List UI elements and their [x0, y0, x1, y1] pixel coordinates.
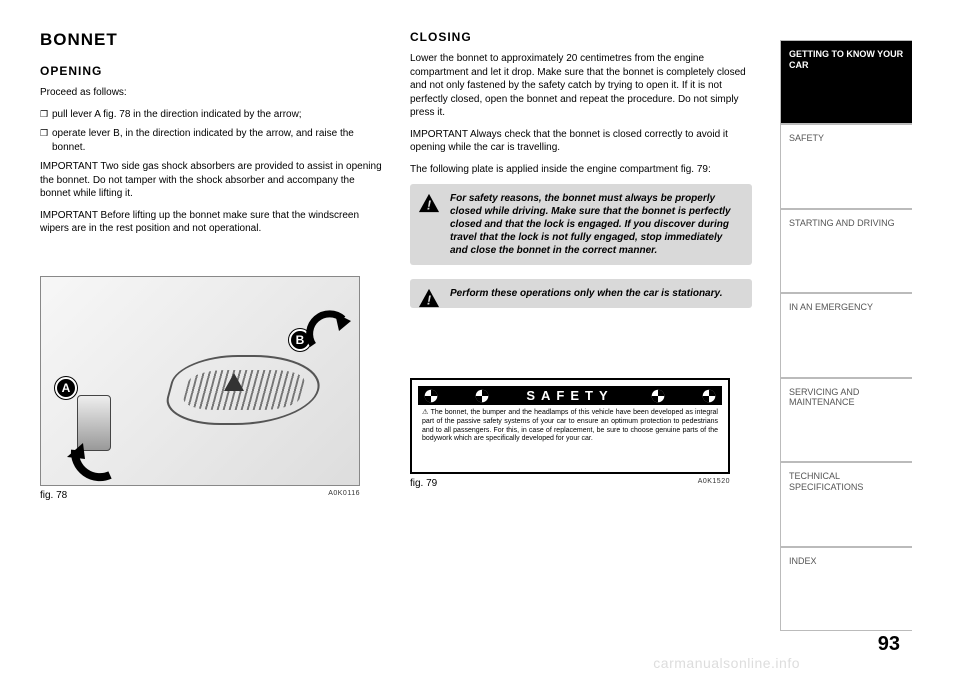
figure-79: SAFETY ⚠ The bonnet, the bumper and the … [410, 378, 730, 474]
warning-stationary: ! Perform these operations only when the… [410, 279, 752, 308]
bonnet-heading: BONNET [40, 30, 382, 50]
grille-shape [160, 355, 329, 425]
target-icon [424, 389, 438, 403]
target-icon [702, 389, 716, 403]
bullet-lever-b: operate lever B, in the direction indica… [40, 127, 382, 154]
tab-safety[interactable]: SAFETY [780, 124, 912, 208]
tab-starting-driving[interactable]: STARTING AND DRIVING [780, 209, 912, 293]
proceed-text: Proceed as follows: [40, 86, 382, 100]
warning-bonnet-text: For safety reasons, the bonnet must alwa… [450, 193, 731, 256]
alfa-badge-shape [224, 373, 244, 391]
figure-79-label: fig. 79 [410, 478, 437, 489]
tab-servicing[interactable]: SERVICING AND MAINTENANCE [780, 378, 912, 462]
warning-icon: ! [418, 287, 440, 309]
warning-bonnet-closed: ! For safety reasons, the bonnet must al… [410, 184, 752, 265]
arrow-a-icon [65, 435, 125, 485]
svg-text:!: ! [427, 197, 432, 212]
figure-78: A B [40, 276, 360, 486]
tab-index[interactable]: INDEX [780, 547, 912, 631]
closing-p3: The following plate is applied inside th… [410, 163, 752, 177]
warning-stationary-text: Perform these operations only when the c… [450, 288, 722, 299]
marker-a: A [55, 377, 77, 399]
target-icon [651, 389, 665, 403]
closing-p1: Lower the bonnet to approximately 20 cen… [410, 52, 752, 120]
closing-p2: IMPORTANT Always check that the bonnet i… [410, 128, 752, 155]
figure-79-code: A0K1520 [698, 478, 730, 489]
closing-heading: CLOSING [410, 30, 752, 44]
tab-getting-to-know[interactable]: GETTING TO KNOW YOUR CAR [780, 40, 912, 124]
page: BONNET OPENING Proceed as follows: pull … [0, 0, 960, 679]
important-wipers: IMPORTANT Before lifting up the bonnet m… [40, 209, 382, 236]
important-shock-absorbers: IMPORTANT Two side gas shock absorbers a… [40, 160, 382, 201]
target-icon [475, 389, 489, 403]
svg-text:!: ! [427, 292, 432, 307]
figure-78-label: fig. 78 [40, 490, 67, 501]
watermark: carmanualsonline.info [653, 655, 800, 671]
tab-technical[interactable]: TECHNICAL SPECIFICATIONS [780, 462, 912, 546]
sidebar-tabs: GETTING TO KNOW YOUR CAR SAFETY STARTING… [780, 30, 912, 659]
safety-plate-text: ⚠ The bonnet, the bumper and the headlam… [418, 409, 722, 444]
figure-78-code: A0K0116 [328, 490, 360, 501]
safety-bar: SAFETY [418, 386, 722, 405]
column-middle: CLOSING Lower the bonnet to approximatel… [410, 30, 780, 659]
warning-icon: ! [418, 192, 440, 214]
figure-79-caption: fig. 79 A0K1520 [410, 478, 730, 489]
tab-emergency[interactable]: IN AN EMERGENCY [780, 293, 912, 377]
opening-heading: OPENING [40, 64, 382, 78]
figure-78-caption: fig. 78 A0K0116 [40, 490, 360, 501]
column-left: BONNET OPENING Proceed as follows: pull … [40, 30, 410, 659]
arrow-b-icon [305, 307, 355, 351]
figure-78-drawing: A B [49, 285, 351, 477]
bullet-lever-a: pull lever A fig. 78 in the direction in… [40, 108, 382, 122]
safety-word: SAFETY [526, 388, 613, 403]
